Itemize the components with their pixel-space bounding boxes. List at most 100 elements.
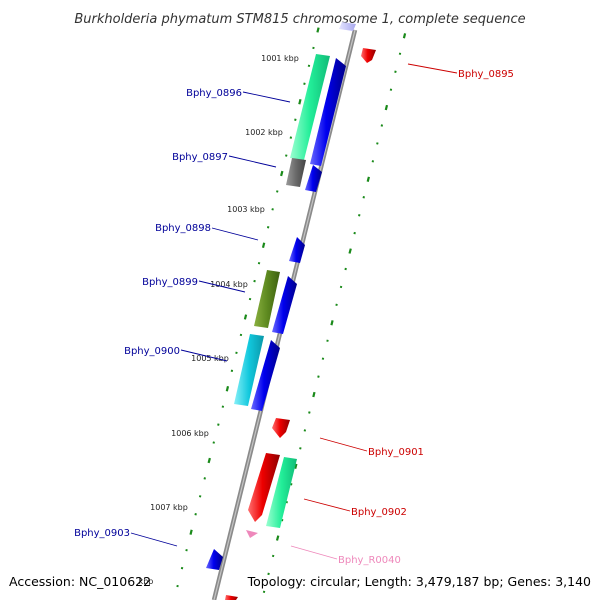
minor-tick [212,441,215,444]
gene-bphy-0896[interactable] [310,58,346,166]
gene-label-bphy-0900[interactable]: Bphy_0900 [124,346,180,357]
minor-tick [321,357,325,360]
gene-fragment-bottom[interactable] [225,595,238,600]
scale-label: 1004 kbp [210,280,248,289]
minor-tick [358,213,361,217]
gene-bphy-0903[interactable] [206,549,223,570]
gene-label-bphy-0903[interactable]: Bphy_0903 [74,528,130,539]
minor-tick [380,124,384,127]
scale-label: 1005 kbp [191,354,229,363]
major-tick [243,314,248,320]
feature-bar-0900[interactable] [234,334,264,406]
map-title: Burkholderia phymatum STM815 chromosome … [74,12,525,27]
leader-line-0903 [130,532,178,547]
gene-bphy-0900[interactable] [251,340,280,411]
leader-line-r0040 [290,545,338,560]
minor-tick [335,303,338,307]
minor-tick [299,447,302,450]
major-tick [298,99,302,105]
gene-label-bphy-0901[interactable]: Bphy_0901 [368,447,424,458]
gene-label-bphy-0895[interactable]: Bphy_0895 [458,69,514,80]
gene-bphy-0901[interactable] [272,418,290,438]
minor-tick [394,70,397,73]
feature-bar-0899[interactable] [254,270,280,328]
minor-tick [262,590,266,594]
gene-label-bphy-0896[interactable]: Bphy_0896 [186,88,242,99]
minor-tick [267,572,270,576]
scale-ticks [176,27,407,594]
minor-tick [253,279,256,283]
gene-bphy-r0040[interactable] [246,530,258,538]
scale-label: 1006 kbp [171,429,209,438]
major-tick [261,242,266,248]
major-tick [275,535,280,541]
leader-line-0899 [198,280,246,293]
major-tick [348,248,352,254]
major-tick [384,104,389,111]
major-tick [294,463,298,469]
minor-tick [317,375,320,378]
gene-fragment-top[interactable] [339,22,356,31]
scale-label-partial: kbp [139,577,154,586]
minor-tick [235,351,238,355]
scale-label: 1007 kbp [150,503,188,512]
feature-bar-0902[interactable] [266,457,297,528]
minor-tick [239,333,243,337]
gene-label-bphy-0898[interactable]: Bphy_0898 [155,223,211,234]
minor-tick [285,500,288,504]
gene-label-bphy-0897[interactable]: Bphy_0897 [172,152,228,163]
minor-tick [280,518,284,522]
leader-line-0901 [319,437,368,452]
leader-line-0898 [211,227,259,241]
minor-tick [203,477,206,480]
scale-label: 1002 kbp [245,128,283,137]
minor-tick [198,495,202,498]
minor-tick [276,190,279,193]
gene-bphy-0899[interactable] [272,276,297,334]
gene-bphy-0898[interactable] [289,237,305,263]
minor-tick [266,226,270,229]
minor-tick [194,513,197,516]
minor-tick [376,142,379,145]
minor-tick [308,411,311,414]
scale-label: 1003 kbp [227,205,265,214]
major-tick [366,176,370,182]
minor-tick [257,261,261,265]
minor-tick [307,64,311,68]
minor-tick [371,160,375,163]
minor-tick [294,118,297,121]
leader-line-0896 [242,91,291,103]
gene-bphy-0895[interactable] [361,48,376,63]
minor-tick [303,429,307,432]
accession-text: Accession: NC_010622 [9,574,151,589]
feature-bar-0897[interactable] [286,158,306,187]
major-tick [280,170,284,177]
gene-bphy-0902[interactable] [248,453,280,522]
major-tick [225,386,230,392]
leader-line-0895 [407,63,458,74]
minor-tick [217,423,220,426]
scale-label: 1001 kbp [261,54,299,63]
major-tick [316,27,320,33]
minor-tick [344,267,347,271]
footer-mask [140,574,170,588]
minor-tick [176,584,179,588]
feature-bar-0896[interactable] [290,54,330,160]
minor-tick [185,548,188,552]
gene-label-bphy-0899[interactable]: Bphy_0899 [142,277,198,288]
minor-tick [389,88,393,91]
gene-label-bphy-0902[interactable]: Bphy_0902 [351,507,407,518]
minor-tick [289,136,293,139]
minor-tick [362,196,365,199]
gene-bphy-0897[interactable] [305,165,322,192]
minor-tick [353,231,356,235]
summary-text: Topology: circular; Length: 3,479,187 bp… [247,574,591,589]
minor-tick [271,208,274,211]
minor-tick [312,46,315,50]
leader-line-0900 [180,349,228,362]
minor-tick [290,483,293,486]
gene-label-bphy-r0040[interactable]: Bphy_R0040 [338,555,401,566]
minor-tick [221,405,225,408]
minor-tick [248,297,252,301]
